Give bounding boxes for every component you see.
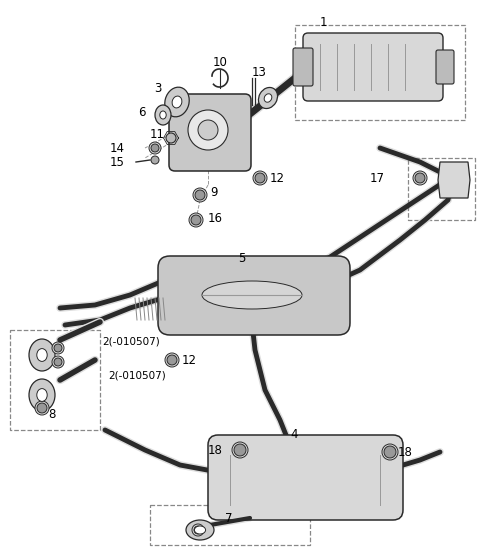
Polygon shape (438, 162, 470, 198)
Ellipse shape (37, 349, 47, 361)
FancyBboxPatch shape (303, 33, 443, 101)
Circle shape (415, 173, 425, 183)
Text: 13: 13 (252, 65, 267, 79)
Circle shape (413, 171, 427, 185)
FancyBboxPatch shape (436, 50, 454, 84)
Circle shape (232, 442, 248, 458)
FancyBboxPatch shape (158, 256, 350, 335)
Circle shape (151, 156, 159, 164)
Circle shape (52, 356, 64, 368)
Ellipse shape (165, 87, 189, 117)
Circle shape (195, 190, 205, 200)
Ellipse shape (264, 94, 272, 102)
Circle shape (54, 344, 62, 352)
Circle shape (165, 353, 179, 367)
Ellipse shape (194, 526, 205, 534)
Circle shape (189, 213, 203, 227)
Text: 18: 18 (398, 445, 413, 458)
Text: 4: 4 (290, 429, 298, 441)
Circle shape (382, 444, 398, 460)
Circle shape (194, 526, 202, 534)
Circle shape (255, 173, 265, 183)
Circle shape (149, 142, 161, 154)
Text: 6: 6 (138, 107, 145, 120)
Circle shape (35, 401, 49, 415)
Circle shape (188, 110, 228, 150)
Circle shape (384, 446, 396, 458)
Circle shape (166, 133, 176, 143)
Circle shape (167, 355, 177, 365)
Circle shape (193, 188, 207, 202)
Circle shape (191, 215, 201, 225)
Text: 14: 14 (110, 142, 125, 154)
Text: 17: 17 (370, 171, 385, 184)
Ellipse shape (29, 339, 55, 371)
Text: 12: 12 (182, 354, 197, 367)
Text: 9: 9 (210, 187, 217, 199)
Text: 11: 11 (150, 128, 165, 142)
Text: 2(-010507): 2(-010507) (102, 337, 160, 347)
Circle shape (37, 403, 47, 413)
FancyBboxPatch shape (169, 94, 251, 171)
Text: 16: 16 (208, 211, 223, 225)
Ellipse shape (155, 105, 171, 125)
Ellipse shape (160, 111, 166, 119)
Circle shape (253, 171, 267, 185)
FancyBboxPatch shape (293, 48, 313, 86)
Text: 12: 12 (270, 171, 285, 184)
Text: 2(-010507): 2(-010507) (108, 370, 166, 380)
Circle shape (192, 524, 204, 536)
Circle shape (234, 444, 246, 456)
Circle shape (54, 358, 62, 366)
Ellipse shape (29, 379, 55, 411)
Text: 10: 10 (213, 55, 228, 69)
Text: 18: 18 (208, 444, 223, 457)
FancyBboxPatch shape (208, 435, 403, 520)
Circle shape (52, 342, 64, 354)
Ellipse shape (37, 389, 47, 401)
Ellipse shape (186, 520, 214, 540)
Text: 15: 15 (110, 155, 125, 169)
Circle shape (151, 144, 159, 152)
Ellipse shape (258, 87, 277, 109)
Text: 3: 3 (154, 81, 161, 94)
Ellipse shape (172, 96, 182, 108)
Ellipse shape (202, 281, 302, 309)
Text: 7: 7 (225, 512, 232, 524)
Text: 8: 8 (48, 408, 55, 422)
Text: 1: 1 (320, 15, 327, 29)
Circle shape (198, 120, 218, 140)
Text: 5: 5 (238, 251, 245, 265)
